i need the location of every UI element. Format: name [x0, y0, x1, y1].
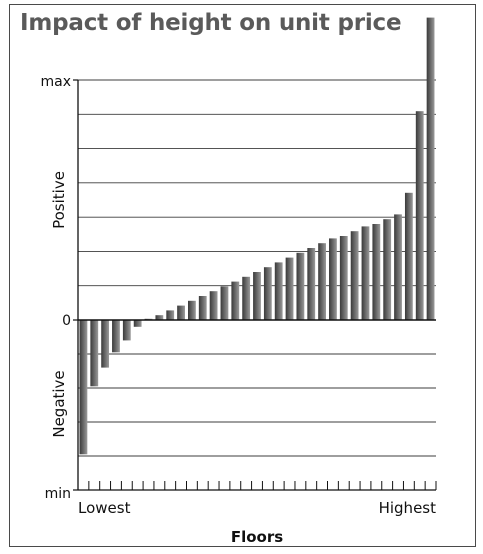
- y-tick-label-max: max: [40, 74, 71, 90]
- bar: [274, 262, 283, 320]
- axes: [73, 79, 436, 491]
- y-tick-label-min: min: [45, 486, 71, 502]
- bar: [198, 296, 207, 320]
- bar: [177, 305, 185, 320]
- bar: [329, 238, 337, 320]
- bar: [188, 300, 196, 320]
- bar: [350, 231, 359, 320]
- bar: [101, 320, 110, 368]
- bar: [361, 226, 370, 320]
- bar: [296, 252, 305, 320]
- bar: [372, 224, 381, 320]
- bar: [404, 192, 413, 320]
- bar: [263, 267, 272, 320]
- bar: [318, 243, 326, 320]
- chart-title: Impact of height on unit price: [20, 10, 402, 36]
- bar: [112, 320, 120, 353]
- bar: [209, 291, 218, 320]
- bar: [122, 320, 131, 341]
- bar: [242, 276, 251, 320]
- x-ticks: [77, 481, 437, 490]
- bar: [394, 214, 402, 320]
- bar: [415, 111, 424, 320]
- x-label-highest: Highest: [379, 499, 437, 517]
- bar: [90, 320, 99, 387]
- y-label-negative: Negative: [50, 370, 68, 437]
- y-tick-label-zero: 0: [62, 313, 71, 329]
- bar: [383, 219, 392, 320]
- bar: [426, 17, 435, 320]
- bar: [133, 320, 142, 327]
- bar: [339, 236, 348, 320]
- bar: [166, 310, 175, 320]
- bar: [285, 257, 294, 320]
- bar: [231, 281, 240, 320]
- bars: [79, 17, 435, 455]
- bar: [253, 272, 261, 320]
- bar: [79, 320, 88, 455]
- bar: [220, 286, 229, 320]
- bar: [307, 248, 316, 320]
- x-axis-title: Floors: [231, 528, 283, 546]
- y-label-positive: Positive: [50, 171, 68, 229]
- bar: [155, 315, 164, 320]
- x-label-lowest: Lowest: [78, 499, 131, 517]
